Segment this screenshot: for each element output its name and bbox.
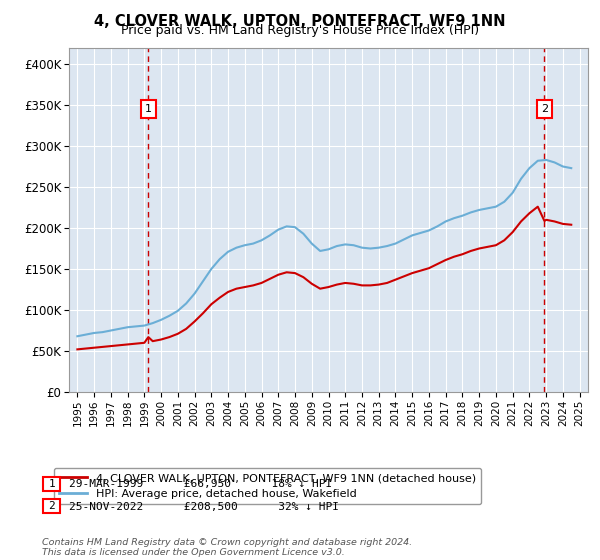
Legend: 4, CLOVER WALK, UPTON, PONTEFRACT, WF9 1NN (detached house), HPI: Average price,: 4, CLOVER WALK, UPTON, PONTEFRACT, WF9 1…	[53, 468, 481, 504]
Text: 2: 2	[48, 501, 55, 511]
Text: 1: 1	[48, 479, 55, 489]
FancyBboxPatch shape	[43, 499, 60, 514]
Text: 29-MAR-1999      £66,950      18% ↓ HPI: 29-MAR-1999 £66,950 18% ↓ HPI	[69, 479, 332, 489]
FancyBboxPatch shape	[43, 477, 60, 491]
Text: 4, CLOVER WALK, UPTON, PONTEFRACT, WF9 1NN: 4, CLOVER WALK, UPTON, PONTEFRACT, WF9 1…	[94, 14, 506, 29]
Text: 25-NOV-2022      £208,500      32% ↓ HPI: 25-NOV-2022 £208,500 32% ↓ HPI	[69, 502, 339, 512]
Text: Price paid vs. HM Land Registry's House Price Index (HPI): Price paid vs. HM Land Registry's House …	[121, 24, 479, 36]
Text: 1: 1	[145, 104, 152, 114]
Text: 2: 2	[541, 104, 548, 114]
Text: Contains HM Land Registry data © Crown copyright and database right 2024.
This d: Contains HM Land Registry data © Crown c…	[42, 538, 412, 557]
